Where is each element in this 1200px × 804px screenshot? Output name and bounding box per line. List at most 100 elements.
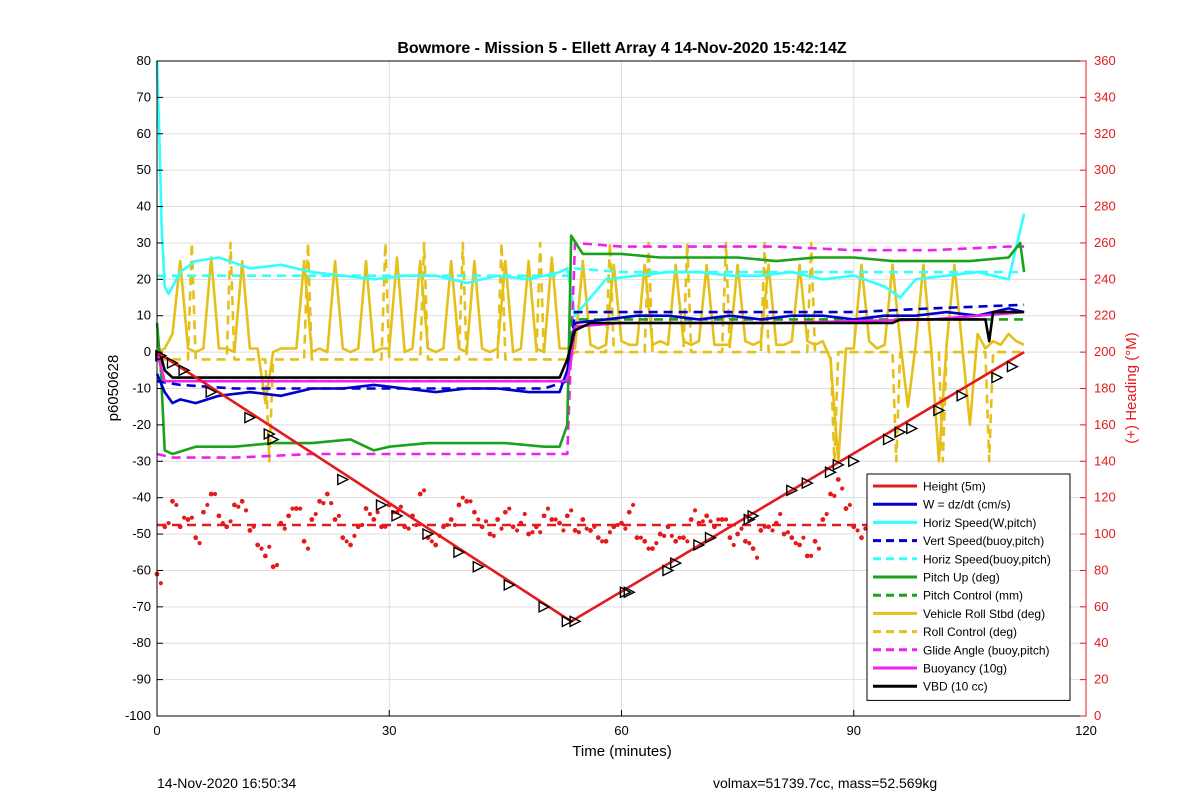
heading-point — [530, 530, 535, 535]
height-marker — [991, 371, 1004, 384]
heading-point — [564, 513, 570, 519]
heading-point — [313, 511, 318, 517]
y2-axis-label: (+) Heading (°M) — [1123, 332, 1140, 443]
height-marker — [824, 466, 838, 479]
heading-point — [855, 528, 860, 533]
height-marker — [956, 389, 969, 402]
x-tick-label: 30 — [382, 723, 396, 738]
heading-point — [375, 510, 380, 515]
heading-point — [781, 531, 787, 537]
series-vehicle-roll-stbd-deg — [156, 256, 1025, 463]
heading-point — [696, 520, 702, 526]
height-marker — [662, 564, 675, 577]
height-marker — [453, 546, 466, 559]
y-tick-label: -50 — [132, 526, 151, 541]
y2-tick-label: 240 — [1094, 271, 1116, 286]
heading-point — [650, 546, 655, 552]
heading-point — [634, 535, 640, 541]
heading-point — [731, 542, 736, 548]
heading-point — [158, 581, 163, 586]
height-marker — [786, 484, 799, 497]
heading-point — [421, 488, 427, 493]
heading-point — [797, 542, 802, 548]
heading-point — [843, 506, 849, 511]
heading-point — [553, 517, 558, 522]
height-marker — [894, 426, 907, 439]
heading-point — [595, 535, 601, 541]
y2-tick-label: 60 — [1094, 599, 1108, 614]
legend-box — [866, 473, 1071, 701]
y-tick-label: -10 — [132, 381, 151, 396]
y2-tick-label: 280 — [1094, 199, 1116, 214]
legend-label: Vert Speed(buoy,pitch) — [923, 534, 1044, 548]
y-tick-label: -60 — [132, 562, 151, 577]
heading-point — [452, 522, 458, 528]
heading-point — [588, 528, 593, 533]
heading-point — [538, 530, 543, 535]
height-marker — [906, 422, 919, 435]
heading-point — [355, 524, 361, 530]
heading-point — [727, 535, 733, 541]
heading-point — [429, 539, 434, 544]
heading-point — [255, 542, 261, 548]
heading-point — [766, 524, 771, 530]
y-tick-label: -100 — [125, 708, 151, 723]
height-marker — [267, 433, 280, 446]
height-marker — [882, 433, 896, 446]
heading-point — [758, 528, 764, 533]
heading-point — [293, 506, 299, 511]
legend-label: Horiz Speed(W,pitch) — [923, 516, 1036, 530]
heading-point — [448, 517, 454, 522]
heading-point — [360, 522, 365, 528]
y2-tick-label: 200 — [1094, 344, 1116, 359]
heading-point — [305, 546, 311, 551]
x-tick-label: 120 — [1075, 723, 1097, 738]
heading-point — [208, 491, 214, 497]
y2-tick-label: 80 — [1094, 562, 1108, 577]
heading-point — [336, 513, 342, 518]
heading-point — [177, 524, 183, 530]
legend-label: Pitch Up (deg) — [923, 571, 1000, 585]
heading-point — [367, 511, 372, 517]
series-line — [157, 241, 1025, 463]
heading-point — [739, 526, 744, 531]
heading-point — [193, 535, 199, 541]
heading-point — [623, 526, 628, 531]
heading-point — [321, 501, 326, 506]
series-line — [155, 234, 1026, 456]
heading-point — [692, 508, 698, 513]
heading-point — [499, 526, 504, 531]
heading-point — [259, 546, 264, 551]
heading-point — [205, 502, 210, 508]
y2-tick-label: 120 — [1094, 490, 1116, 505]
y-axis-label: p6050628 — [105, 355, 122, 422]
y-tick-label: -90 — [132, 672, 151, 687]
heading-point — [460, 495, 465, 500]
heading-point — [545, 506, 551, 511]
series-height-markers — [155, 349, 1020, 628]
heading-point — [212, 491, 218, 497]
heading-point — [770, 528, 775, 533]
heading-point — [298, 506, 303, 511]
heading-point — [483, 519, 489, 524]
heading-point — [224, 524, 230, 530]
heading-point — [247, 528, 253, 533]
y-tick-label: 40 — [137, 199, 151, 214]
heading-point — [840, 486, 845, 491]
y-tick-label: 80 — [137, 53, 151, 68]
x-tick-label: 90 — [847, 723, 861, 738]
height-marker — [1006, 360, 1020, 373]
heading-point — [185, 517, 191, 522]
heading-point — [267, 544, 272, 549]
heading-point — [216, 513, 222, 519]
heading-point — [607, 530, 612, 535]
heading-point — [657, 531, 663, 537]
legend-label: W = dz/dt (cm/s) — [923, 498, 1011, 512]
heading-point — [592, 524, 597, 529]
heading-point — [332, 517, 338, 522]
y-tick-label: 60 — [137, 126, 151, 141]
heading-point — [262, 553, 268, 559]
legend: Height (5m) W = dz/dt (cm/s) Horiz Speed(W… — [866, 473, 1071, 701]
heading-point — [502, 509, 508, 515]
heading-point — [762, 524, 767, 529]
